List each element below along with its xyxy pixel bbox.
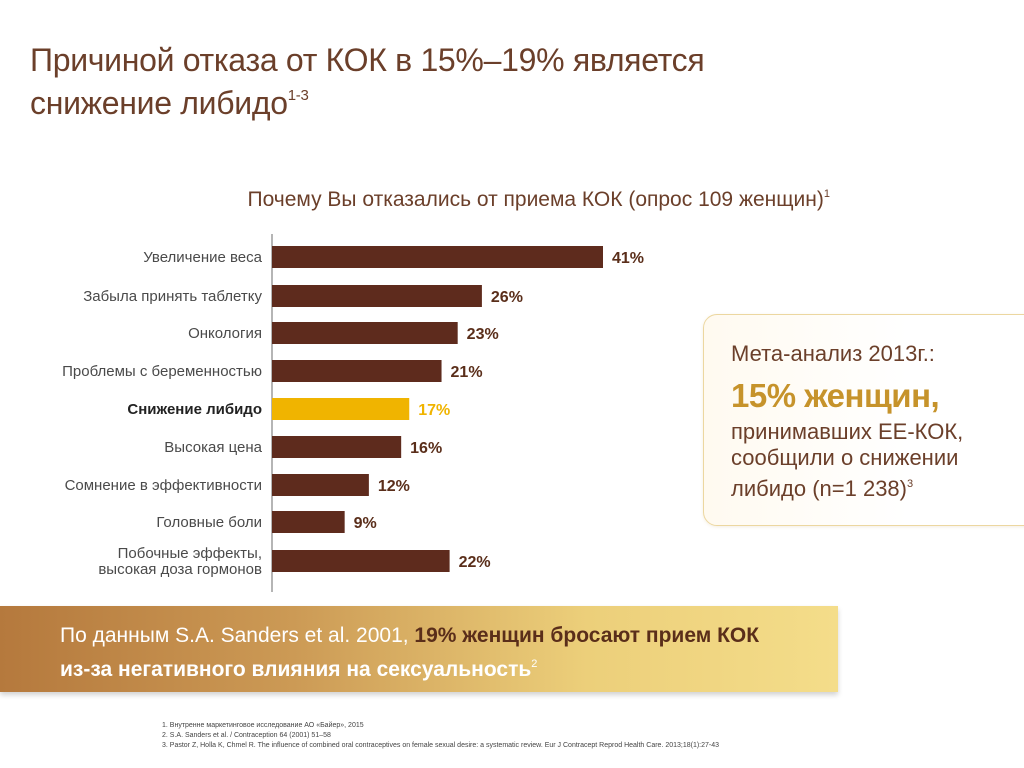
bar-6 [272,474,369,496]
slide-title: Причиной отказа от КОК в 15%–19% являетс… [30,42,790,121]
category-label-0-line-0: Увеличение веса [143,249,262,266]
category-label-5: Высокая цена [164,439,262,456]
bar-7 [272,511,345,533]
reference-2: 2. S.A. Sanders et al. / Contraception 6… [162,732,331,739]
chart-title-text: Почему Вы отказались от приема КОК (опро… [247,188,824,211]
category-label-3: Проблемы с беременностью [62,363,262,380]
meta-line-2: сообщили о снижении [731,445,959,470]
title-superscript: 1-3 [287,87,309,104]
meta-description: принимавших ЕЕ-КОК, сообщили о снижении … [731,419,1011,502]
category-label-1-line-0: Забыла принять таблетку [83,288,262,305]
value-label-2: 23% [467,326,499,343]
bar-8 [272,550,450,572]
banner-superscript: 2 [531,658,538,670]
category-label-6: Сомнение в эффективности [65,477,262,494]
value-label-0: 41% [612,250,644,267]
value-label-1: 26% [491,289,523,306]
title-line-2: снижение либидо1-3 [30,78,790,121]
category-label-7: Головные боли [156,514,262,531]
category-label-4-line-0: Снижение либидо [127,401,262,418]
meta-superscript: 3 [907,478,914,490]
chart-title: Почему Вы отказались от приема КОК (опро… [30,188,830,212]
reference-1: 1. Внутренне маркетинговое исследование … [162,722,364,729]
title-line-2-text: снижение либидо [30,85,288,121]
category-label-6-line-0: Сомнение в эффективности [65,477,262,494]
banner-part-2: 19% женщин бросают прием КОК [414,624,760,647]
chart-title-superscript: 1 [823,188,830,200]
meta-line-1: принимавших ЕЕ-КОК, [731,419,964,444]
references: 1. Внутренне маркетинговое исследование … [162,721,802,751]
value-label-6: 12% [378,478,410,495]
meta-highlight: 15% женщин, [731,377,940,414]
meta-line-3: либидо (n=1 238)3 [731,471,1011,502]
value-label-5: 16% [410,440,442,457]
bar-0 [272,246,603,268]
conclusion-banner: По данным S.A. Sanders et al. 2001, 19% … [0,606,838,692]
category-label-4: Снижение либидо [127,401,262,418]
category-label-5-line-0: Высокая цена [164,439,262,456]
category-label-8-line-0: Побочные эффекты, [118,545,262,562]
title-line-1: Причиной отказа от КОК в 15%–19% являетс… [30,42,705,78]
meta-heading: Мета-анализ 2013г.: [731,341,935,366]
category-label-8-line-1: высокая доза гормонов [98,561,262,578]
bar-3 [272,360,442,382]
bar-2 [272,322,458,344]
meta-line-3-text: либидо (n=1 238) [731,476,907,501]
category-label-7-line-0: Головные боли [156,514,262,531]
category-label-8: Побочные эффекты, высокая доза гормонов [98,545,262,578]
bar-chart: 41% Увеличение веса 26% Забыла принять табл… [62,234,644,592]
category-label-2-line-0: Онкология [188,325,262,342]
banner-text: По данным S.A. Sanders et al. 2001, 19% … [60,622,820,684]
banner-part-3: из-за негативного влияния на сексуальнос… [60,658,532,681]
category-label-0: Увеличение веса [143,249,262,266]
value-label-8: 22% [459,554,491,571]
value-label-4: 17% [418,402,450,419]
banner-part-1: По данным S.A. Sanders et al. 2001, [60,624,415,647]
category-label-1: Забыла принять таблетку [83,288,262,305]
category-label-3-line-0: Проблемы с беременностью [62,363,262,380]
banner-line-1: По данным S.A. Sanders et al. 2001, 19% … [60,622,820,650]
bar-4 [272,398,410,420]
category-label-2: Онкология [188,325,262,342]
value-label-7: 9% [354,515,377,532]
banner-line-2: из-за негативного влияния на сексуальнос… [60,650,820,684]
bar-5 [272,436,402,458]
reference-3: 3. Pastor Z, Holla K, Chmel R. The influ… [162,742,720,749]
bar-1 [272,285,482,307]
meta-analysis-box: Мета-анализ 2013г.: 15% женщин, принимав… [703,314,1024,526]
value-label-3: 21% [451,364,483,381]
